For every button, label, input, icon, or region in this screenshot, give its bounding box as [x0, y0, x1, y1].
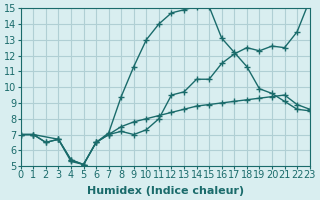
X-axis label: Humidex (Indice chaleur): Humidex (Indice chaleur)	[87, 186, 244, 196]
